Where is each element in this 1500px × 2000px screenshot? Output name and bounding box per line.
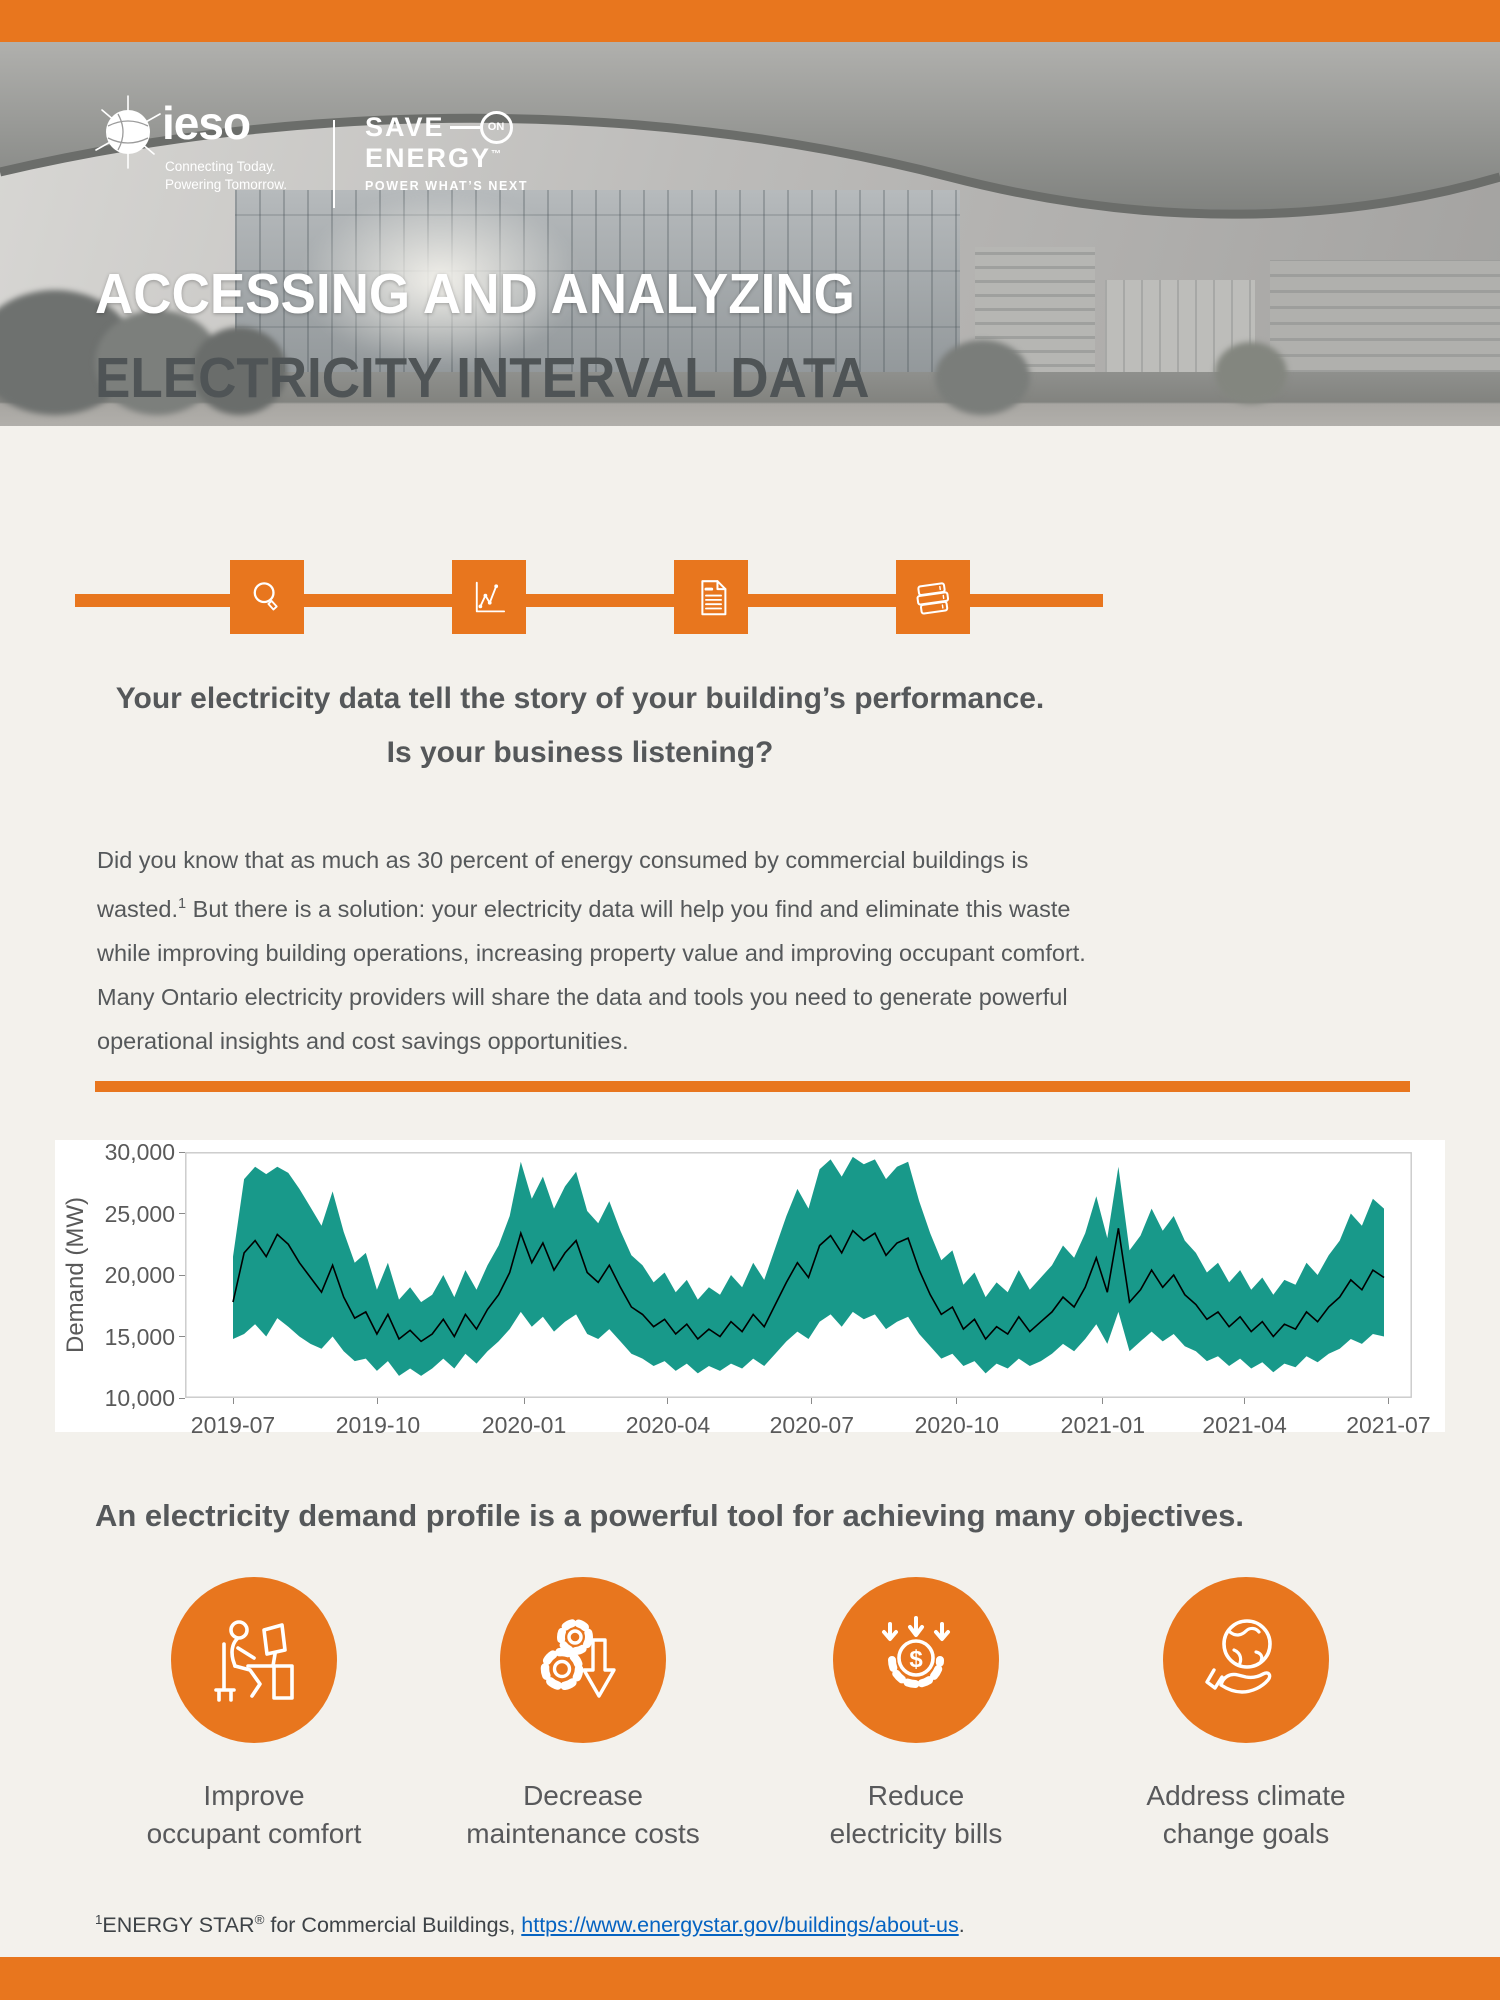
x-tick-label: 2020-07 <box>769 1412 855 1438</box>
objective-label: Improve occupant comfort <box>146 1780 362 1849</box>
energystar-link[interactable]: https://www.energystar.gov/buildings/abo… <box>521 1913 959 1938</box>
x-tick-mark <box>377 1398 379 1404</box>
photo-tree <box>935 340 1030 415</box>
soe-save-text: SAVE <box>365 111 445 142</box>
x-tick-label: 2019-07 <box>190 1412 276 1438</box>
maintenance-costs-icon <box>500 1577 666 1743</box>
intro-paragraph: Did you know that as much as 30 percent … <box>97 847 1086 1054</box>
ieso-globe-icon <box>95 95 161 169</box>
objective-label: Reduce electricity bills <box>829 1780 1003 1849</box>
soe-on-badge: ON <box>479 110 513 144</box>
svg-text:$: $ <box>909 1646 923 1673</box>
objective-item: Address climate change goals <box>1080 1577 1412 1853</box>
magnifier-icon <box>230 560 304 634</box>
objective-label: Decrease maintenance costs <box>466 1780 700 1849</box>
building-photo-canopy <box>0 42 1500 219</box>
x-tick-label: 2021-07 <box>1346 1412 1431 1438</box>
x-tick-label: 2020-01 <box>481 1412 567 1438</box>
objective-label: Address climate change goals <box>1146 1780 1346 1849</box>
y-tick-mark <box>179 1397 185 1399</box>
page-title-line2: ELECTRICITY INTERVAL DATA <box>95 346 870 410</box>
x-tick-mark <box>956 1398 958 1404</box>
demand-chart: Demand (MW) 10,000 15,000 20,000 25,000 30,0… <box>55 1139 1445 1438</box>
y-tick-mark <box>179 1213 185 1214</box>
soe-connector-line <box>449 125 480 129</box>
x-tick-mark <box>667 1398 669 1404</box>
objectives-heading: An electricity demand profile is a power… <box>95 1498 1244 1533</box>
y-tick-label: 15,000 <box>104 1323 175 1350</box>
demand-average-line <box>232 1228 1385 1343</box>
x-tick-mark <box>1244 1398 1246 1404</box>
intro-headline: Your electricity data tell the story of … <box>115 682 1045 769</box>
soe-energy-text: ENERGY™ <box>365 143 502 173</box>
x-tick-label: 2021-04 <box>1202 1412 1287 1438</box>
x-tick-label: 2019-10 <box>335 1412 421 1438</box>
y-tick-mark <box>179 1151 185 1153</box>
occupant-comfort-icon <box>171 1577 337 1743</box>
photo-tree <box>192 327 287 415</box>
section-divider-line <box>95 1081 1410 1092</box>
x-tick-mark <box>1102 1398 1104 1404</box>
objective-item: $ Reduce electricity bills <box>750 1577 1082 1853</box>
x-tick-mark <box>232 1398 234 1404</box>
y-tick-label: 20,000 <box>104 1262 175 1288</box>
photo-tree <box>1215 342 1287 404</box>
icon-row-line <box>75 594 1103 607</box>
x-tick-label: 2020-10 <box>914 1412 999 1438</box>
objective-item: Improve occupant comfort <box>88 1577 420 1853</box>
x-tick-mark <box>811 1398 813 1404</box>
demand-range-band <box>233 1156 1384 1376</box>
x-tick-mark <box>1387 1398 1389 1404</box>
x-tick-label: 2021-01 <box>1060 1412 1146 1438</box>
save-on-energy-logo: SAVE ON ENERGY™ POWER WHAT’S NEXT <box>365 110 529 193</box>
document-icon <box>674 560 748 634</box>
objective-item: Decrease maintenance costs <box>417 1577 749 1853</box>
ieso-logo: ieso Connecting Today. Powering Tomorrow… <box>88 70 338 220</box>
x-tick-mark <box>523 1398 525 1404</box>
ieso-wordmark: ieso <box>162 97 251 149</box>
footnote: 1ENERGY STAR® for Commercial Buildings, … <box>95 1912 965 1938</box>
y-tick-label: 30,000 <box>104 1139 175 1165</box>
logo-divider <box>333 120 335 208</box>
chart-plot-area <box>185 1152 1412 1398</box>
x-tick-label: 2020-04 <box>625 1412 711 1438</box>
header-hero: ieso Connecting Today. Powering Tomorrow… <box>0 42 1500 426</box>
y-tick-label: 10,000 <box>104 1385 175 1411</box>
line-chart-icon <box>452 560 526 634</box>
photo-glass-highlight <box>300 192 580 367</box>
y-tick-mark <box>179 1274 185 1276</box>
soe-tagline: POWER WHAT’S NEXT <box>365 179 529 193</box>
y-tick-mark <box>179 1336 185 1337</box>
y-tick-label: 25,000 <box>104 1200 175 1227</box>
page-title-line1: ACCESSING AND ANALYZING <box>95 262 855 326</box>
electricity-bills-icon: $ <box>833 1577 999 1743</box>
bottom-accent-bar <box>0 1957 1500 2000</box>
top-accent-bar <box>0 0 1500 42</box>
ieso-tagline: Connecting Today. Powering Tomorrow. <box>165 159 288 192</box>
books-icon <box>896 560 970 634</box>
climate-goals-icon <box>1163 1577 1329 1743</box>
